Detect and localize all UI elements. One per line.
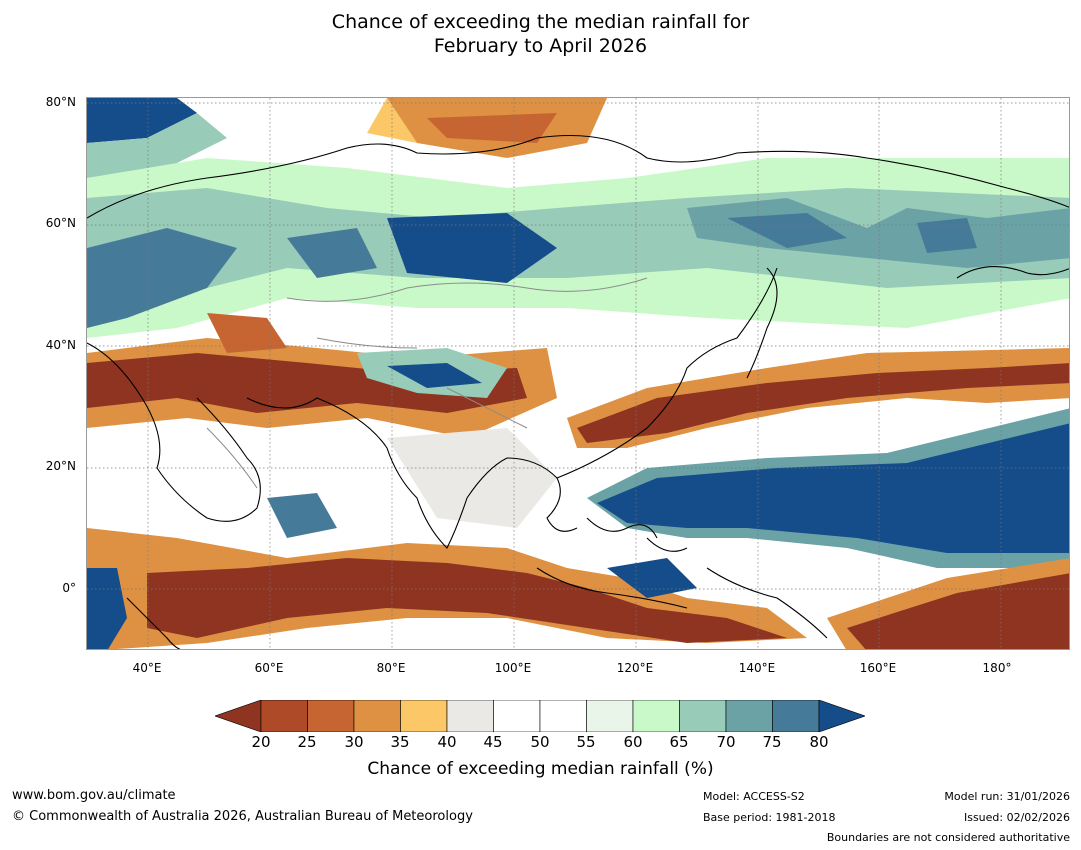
lon-label-80e: 80°E — [376, 661, 406, 675]
country-boundaries — [206, 277, 648, 489]
colorbar-tick: 70 — [716, 733, 736, 751]
colorbar-cell — [539, 700, 587, 732]
map-canvas — [87, 98, 1069, 649]
footer-issued: Issued: 02/02/2026 — [963, 811, 1070, 824]
probability-field — [87, 98, 1069, 649]
colorbar-cell — [679, 700, 727, 732]
map-title: Chance of exceeding the median rainfall … — [0, 10, 1081, 58]
lon-label-120e: 120°E — [616, 661, 654, 675]
colorbar-tick: 40 — [437, 733, 457, 751]
colorbar-cell — [307, 700, 355, 732]
colorbar-cell — [260, 700, 308, 732]
map-title-line1: Chance of exceeding the median rainfall … — [331, 11, 750, 33]
lon-label-60e: 60°E — [254, 661, 284, 675]
lon-label-160e: 160°E — [859, 661, 897, 675]
colorbar-tick: 80 — [809, 733, 829, 751]
lon-label-140e: 140°E — [738, 661, 776, 675]
rainfall-probability-map — [86, 97, 1070, 650]
footer-url-link[interactable]: www.bom.gov.au/climate — [12, 788, 176, 803]
colorbar-tick: 45 — [483, 733, 503, 751]
lat-label-20n: 20°N — [45, 459, 76, 473]
colorbar-tick: 25 — [297, 733, 317, 751]
colorbar-label: Chance of exceeding median rainfall (%) — [367, 759, 714, 779]
lat-label-0: 0° — [62, 581, 76, 595]
footer-model: Model: ACCESS-S2 — [703, 790, 805, 803]
lon-label-180: 180° — [982, 661, 1012, 675]
colorbar-arrow-low — [215, 700, 262, 732]
lon-label-100e: 100°E — [494, 661, 532, 675]
graticule — [87, 98, 1069, 649]
map-title-line2: February to April 2026 — [433, 35, 648, 57]
colorbar-cell — [586, 700, 634, 732]
colorbar — [215, 700, 865, 732]
lat-label-60n: 60°N — [45, 216, 76, 230]
colorbar-cell — [446, 700, 494, 732]
colorbar-tick: 75 — [762, 733, 782, 751]
coastlines — [87, 134, 1069, 649]
colorbar-tick: 60 — [623, 733, 643, 751]
lat-label-40n: 40°N — [45, 338, 76, 352]
footer-base-period: Base period: 1981-2018 — [703, 811, 836, 824]
colorbar-cell — [725, 700, 773, 732]
footer-copyright: © Commonwealth of Australia 2026, Austra… — [12, 809, 473, 824]
lon-label-40e: 40°E — [132, 661, 162, 675]
colorbar-cell — [493, 700, 541, 732]
colorbar-tick: 50 — [530, 733, 550, 751]
colorbar-tick: 20 — [251, 733, 271, 751]
footer-disclaimer: Boundaries are not considered authoritat… — [826, 831, 1070, 844]
colorbar-tick: 30 — [344, 733, 364, 751]
colorbar-tick: 35 — [390, 733, 410, 751]
footer-model-run: Model run: 31/01/2026 — [944, 790, 1070, 803]
colorbar-arrow-high — [818, 700, 865, 732]
colorbar-tick: 55 — [576, 733, 596, 751]
colorbar-cell — [632, 700, 680, 732]
colorbar-cell — [353, 700, 401, 732]
colorbar-tick: 65 — [669, 733, 689, 751]
colorbar-cell — [400, 700, 448, 732]
colorbar-cell — [772, 700, 820, 732]
lat-label-80n: 80°N — [45, 95, 76, 109]
